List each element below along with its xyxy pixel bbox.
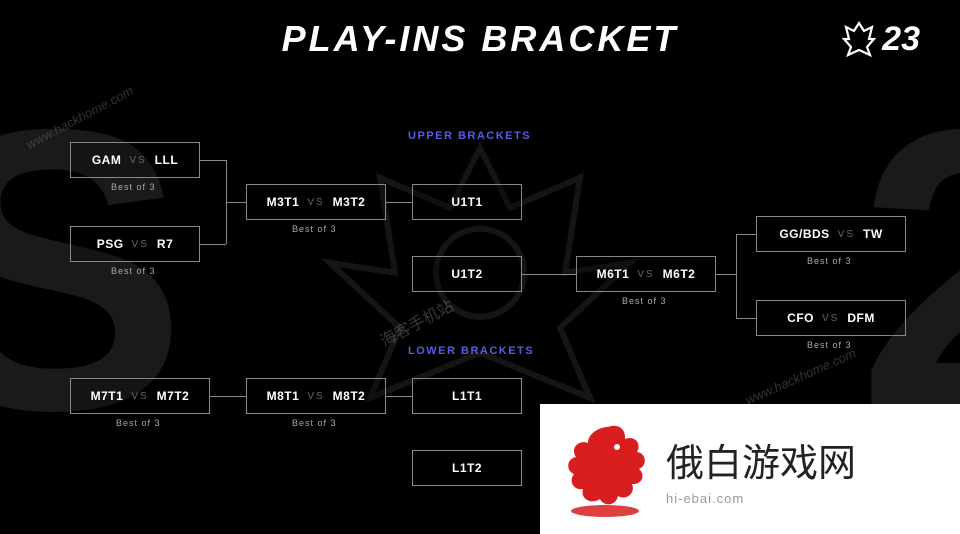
- connector-line: [210, 396, 246, 397]
- team-left: M6T1: [597, 267, 630, 281]
- match-u_a1: GAM VS LLL: [70, 142, 200, 178]
- team-right: R7: [157, 237, 173, 251]
- match-u_d: M6T1 VS M6T2: [576, 256, 716, 292]
- team-right: TW: [863, 227, 883, 241]
- team-left: M8T1: [267, 389, 300, 403]
- match-l_c1: L1T1: [412, 378, 522, 414]
- caption-bo3: Best of 3: [116, 418, 161, 428]
- vs-label: VS: [131, 391, 148, 402]
- match-l_b: M8T1 VS M8T2: [246, 378, 386, 414]
- caption-bo3: Best of 3: [292, 224, 337, 234]
- caption-bo3: Best of 3: [807, 340, 852, 350]
- vs-label: VS: [838, 229, 855, 240]
- match-u_c2: U1T2: [412, 256, 522, 292]
- team-single: U1T2: [451, 267, 482, 281]
- team-single: L1T2: [452, 461, 482, 475]
- team-right: M7T2: [157, 389, 190, 403]
- vs-label: VS: [307, 391, 324, 402]
- vs-label: VS: [307, 197, 324, 208]
- caption-bo3: Best of 3: [292, 418, 337, 428]
- overlay-brand-name: 俄白游戏网: [666, 432, 856, 487]
- caption-bo3: Best of 3: [622, 296, 667, 306]
- match-u_c1: U1T1: [412, 184, 522, 220]
- brand-overlay: 俄白游戏网 hi-ebai.com: [540, 404, 960, 534]
- rooster-icon: [560, 419, 652, 519]
- match-u_e2: CFO VS DFM: [756, 300, 906, 336]
- team-right: LLL: [155, 153, 179, 167]
- team-left: CFO: [787, 311, 814, 325]
- vs-label: VS: [132, 239, 149, 250]
- worlds-logo: 23: [842, 20, 920, 59]
- match-l_c2: L1T2: [412, 450, 522, 486]
- match-u_a2: PSG VS R7: [70, 226, 200, 262]
- match-l_a: M7T1 VS M7T2: [70, 378, 210, 414]
- connector-line: [736, 318, 756, 319]
- team-right: M8T2: [333, 389, 366, 403]
- connector-line: [386, 202, 412, 203]
- team-left: M3T1: [267, 195, 300, 209]
- year-number: 23: [882, 20, 920, 59]
- team-right: M3T2: [333, 195, 366, 209]
- team-single: L1T1: [452, 389, 482, 403]
- connector-line: [386, 396, 412, 397]
- vs-label: VS: [822, 313, 839, 324]
- connector-line: [200, 160, 226, 161]
- title-bar: PLAY-INS BRACKET: [0, 18, 960, 60]
- team-left: GG/BDS: [779, 227, 829, 241]
- vs-label: VS: [129, 155, 146, 166]
- page-title: PLAY-INS BRACKET: [282, 18, 679, 59]
- caption-bo3: Best of 3: [807, 256, 852, 266]
- team-left: GAM: [92, 153, 122, 167]
- team-single: U1T1: [451, 195, 482, 209]
- lower-brackets-label: LOWER BRACKETS: [408, 345, 534, 357]
- connector-line: [522, 274, 576, 275]
- cup-icon: [842, 21, 876, 59]
- team-right: M6T2: [663, 267, 696, 281]
- connector-line: [736, 234, 737, 318]
- connector-line: [200, 244, 226, 245]
- connector-line: [736, 234, 756, 235]
- team-left: M7T1: [91, 389, 124, 403]
- watermark-bottom-right: www.hackhome.com: [743, 345, 858, 407]
- team-left: PSG: [97, 237, 124, 251]
- match-u_b: M3T1 VS M3T2: [246, 184, 386, 220]
- vs-label: VS: [637, 269, 654, 280]
- upper-brackets-label: UPPER BRACKETS: [408, 130, 531, 142]
- caption-bo3: Best of 3: [111, 182, 156, 192]
- connector-line: [716, 274, 736, 275]
- match-u_e1: GG/BDS VS TW: [756, 216, 906, 252]
- caption-bo3: Best of 3: [111, 266, 156, 276]
- overlay-brand-url: hi-ebai.com: [666, 491, 856, 506]
- team-right: DFM: [847, 311, 875, 325]
- connector-line: [226, 202, 246, 203]
